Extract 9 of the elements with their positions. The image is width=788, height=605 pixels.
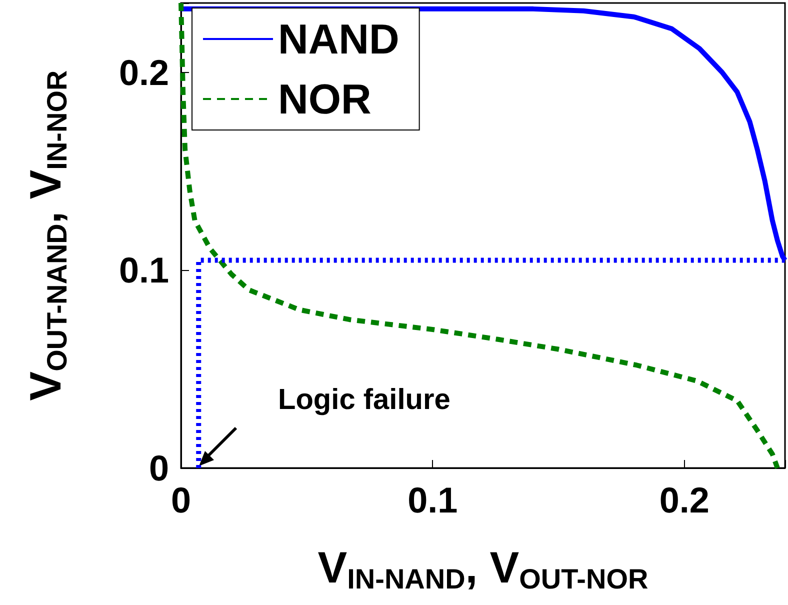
- legend-label: NOR: [278, 76, 372, 122]
- y-tick-label: 0.2: [118, 52, 169, 93]
- x-tick-label: 0.1: [408, 480, 458, 520]
- y-tick-label: 0: [148, 448, 169, 488]
- x-tick-label: 0.2: [659, 480, 710, 520]
- annotation: Logic failure: [278, 384, 450, 416]
- legend-label: NAND: [278, 16, 400, 62]
- y-tick-label: 0.1: [118, 250, 169, 291]
- y-axis-title: VOUT-NAND, VIN-NOR: [22, 70, 72, 401]
